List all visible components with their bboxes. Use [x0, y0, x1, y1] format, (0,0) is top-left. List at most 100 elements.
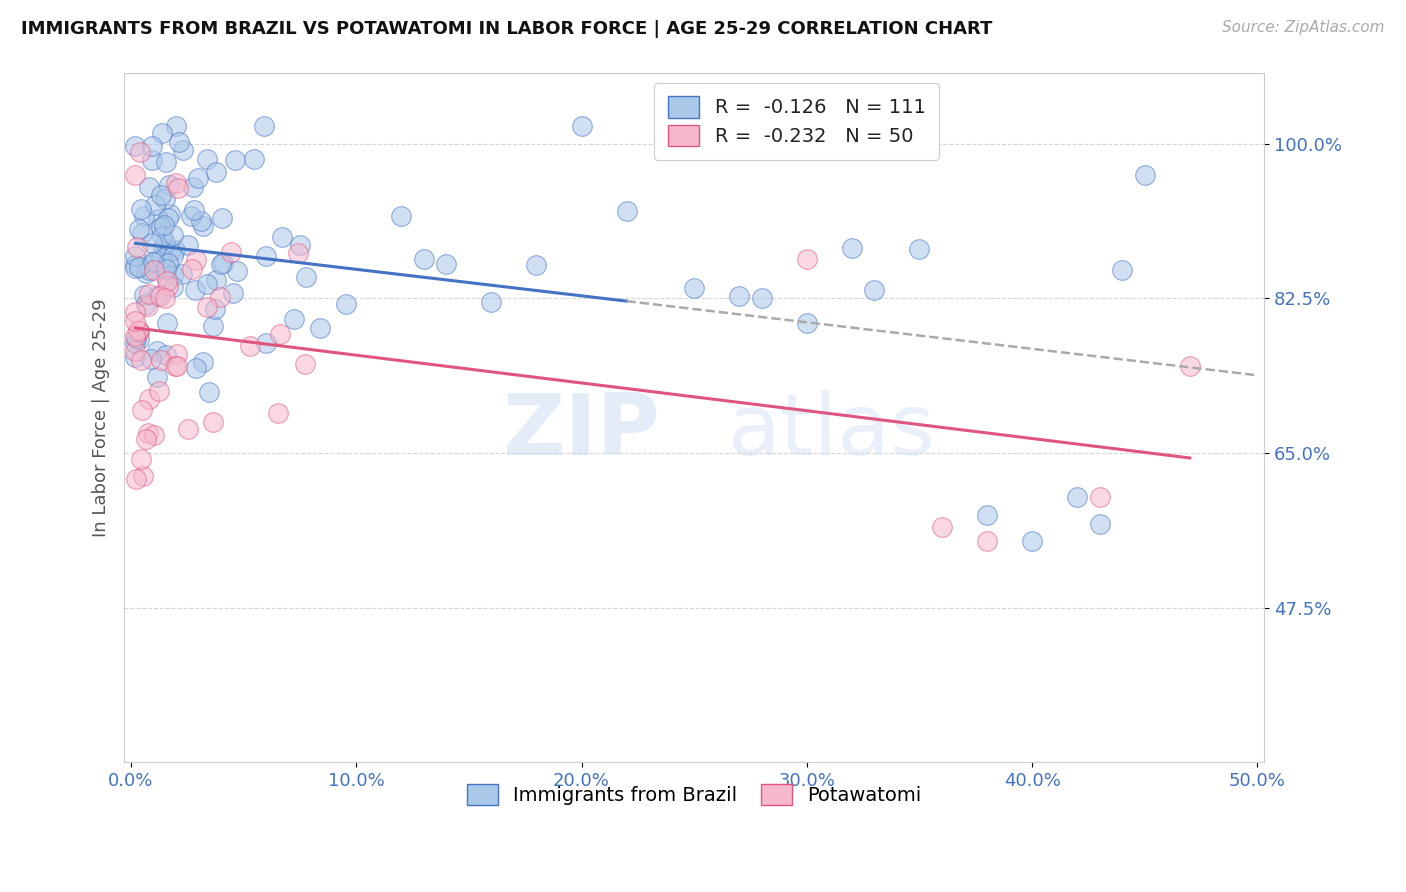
Point: [288, 238, 311, 252]
Point: [156, 211, 179, 225]
Point: [184, 283, 207, 297]
Point: [976, 508, 998, 522]
Point: [180, 209, 202, 223]
Point: [170, 268, 193, 282]
Point: [124, 248, 146, 262]
Point: [156, 279, 179, 293]
Point: [1088, 516, 1111, 531]
Point: [155, 155, 177, 169]
Point: [138, 263, 160, 277]
Point: [124, 350, 146, 364]
Point: [135, 297, 157, 311]
Point: [1133, 168, 1156, 182]
Point: [201, 415, 224, 429]
Point: [931, 520, 953, 534]
Point: [138, 286, 160, 301]
Point: [751, 291, 773, 305]
Point: [146, 344, 169, 359]
Point: [211, 211, 233, 226]
Point: [253, 119, 276, 133]
Point: [1088, 490, 1111, 504]
Point: [1021, 534, 1043, 549]
Point: [796, 252, 818, 266]
Point: [153, 291, 176, 305]
Point: [204, 301, 226, 316]
Point: [153, 192, 176, 206]
Text: ZIP: ZIP: [502, 390, 659, 473]
Point: [191, 355, 214, 369]
Point: [143, 198, 166, 212]
Point: [143, 262, 166, 277]
Point: [165, 176, 187, 190]
Point: [136, 426, 159, 441]
Point: [127, 323, 149, 337]
Point: [183, 203, 205, 218]
Point: [142, 254, 165, 268]
Point: [139, 258, 162, 272]
Point: [128, 222, 150, 236]
Point: [156, 274, 179, 288]
Point: [129, 145, 152, 159]
Point: [181, 261, 204, 276]
Point: [155, 348, 177, 362]
Point: [1066, 490, 1088, 504]
Point: [267, 406, 290, 420]
Point: [134, 209, 156, 223]
Point: [208, 290, 231, 304]
Point: [148, 384, 170, 398]
Point: [224, 153, 246, 168]
Point: [128, 260, 150, 274]
Point: [131, 403, 153, 417]
Point: [254, 335, 277, 350]
Point: [141, 236, 163, 251]
Point: [205, 273, 228, 287]
Point: [683, 280, 706, 294]
Point: [222, 286, 245, 301]
Point: [226, 264, 249, 278]
Point: [145, 254, 167, 268]
Point: [796, 316, 818, 330]
Point: [127, 240, 149, 254]
Point: [195, 300, 218, 314]
Point: [863, 283, 886, 297]
Point: [153, 235, 176, 250]
Point: [162, 227, 184, 242]
Point: [128, 324, 150, 338]
Point: [124, 168, 146, 182]
Point: [243, 152, 266, 166]
Point: [138, 392, 160, 406]
Text: IMMIGRANTS FROM BRAZIL VS POTAWATOMI IN LABOR FORCE | AGE 25-29 CORRELATION CHAR: IMMIGRANTS FROM BRAZIL VS POTAWATOMI IN …: [21, 20, 993, 37]
Point: [132, 288, 155, 302]
Point: [131, 226, 153, 240]
Point: [139, 351, 162, 366]
Point: [198, 385, 221, 400]
Point: [976, 534, 998, 549]
Point: [295, 270, 318, 285]
Point: [184, 361, 207, 376]
Point: [159, 244, 181, 258]
Point: [287, 246, 309, 260]
Point: [155, 268, 177, 283]
Point: [167, 181, 190, 195]
Point: [1111, 263, 1133, 277]
Point: [167, 136, 190, 150]
Point: [269, 327, 291, 342]
Point: [150, 188, 173, 202]
Point: [146, 289, 169, 303]
Point: [141, 138, 163, 153]
Point: [412, 252, 434, 266]
Point: [165, 119, 187, 133]
Point: [150, 352, 173, 367]
Point: [142, 427, 165, 442]
Point: [176, 237, 198, 252]
Point: [124, 305, 146, 319]
Point: [202, 318, 225, 333]
Point: [177, 422, 200, 436]
Point: [219, 245, 242, 260]
Point: [195, 277, 218, 291]
Point: [211, 255, 233, 269]
Point: [125, 330, 148, 344]
Point: [155, 261, 177, 276]
Point: [1178, 359, 1201, 373]
Point: [162, 268, 184, 283]
